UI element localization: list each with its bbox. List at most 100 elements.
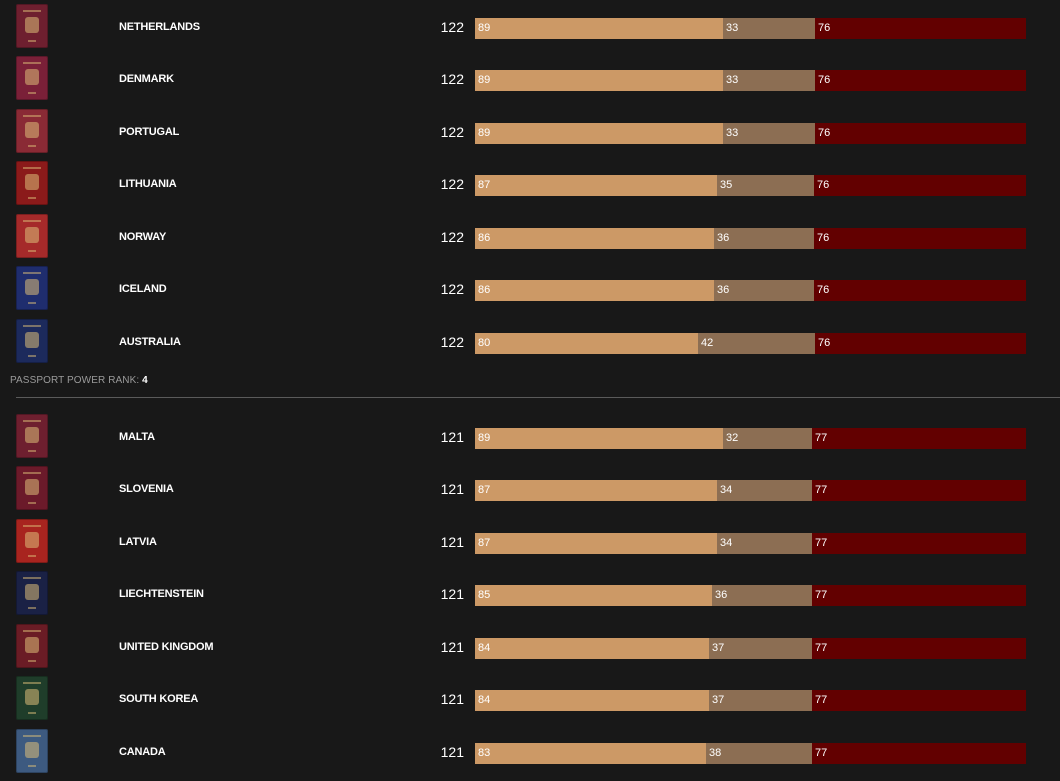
country-row[interactable]: SOUTH KOREA 121 84 37 77 [0, 676, 1060, 728]
country-name[interactable]: UNITED KINGDOM [119, 641, 214, 653]
visa-free-segment[interactable]: 89 [475, 428, 723, 449]
visa-on-arrival-segment[interactable]: 37 [709, 690, 812, 711]
visa-on-arrival-segment[interactable]: 34 [717, 480, 812, 501]
visa-required-segment[interactable]: 76 [815, 70, 1026, 91]
passport-chip-line [28, 555, 36, 557]
visa-free-segment[interactable]: 83 [475, 743, 706, 764]
visa-on-arrival-segment[interactable]: 42 [698, 333, 815, 354]
country-row[interactable]: NORWAY 122 86 36 76 [0, 214, 1060, 266]
country-row[interactable]: CANADA 121 83 38 77 [0, 729, 1060, 781]
visa-free-segment[interactable]: 87 [475, 480, 717, 501]
visa-free-segment[interactable]: 87 [475, 175, 717, 196]
visa-required-segment[interactable]: 76 [815, 18, 1026, 39]
visa-free-segment[interactable]: 86 [475, 280, 714, 301]
visa-on-arrival-segment[interactable]: 34 [717, 533, 812, 554]
visa-on-arrival-segment[interactable]: 36 [714, 280, 814, 301]
passport-cover-image[interactable] [16, 624, 48, 668]
country-row[interactable]: ICELAND 122 86 36 76 [0, 266, 1060, 318]
passport-cover-image[interactable] [16, 676, 48, 720]
visa-breakdown-bar[interactable]: 83 38 77 [475, 743, 1026, 764]
visa-breakdown-bar[interactable]: 87 35 76 [475, 175, 1026, 196]
visa-on-arrival-segment[interactable]: 36 [712, 585, 812, 606]
visa-required-segment[interactable]: 76 [815, 123, 1026, 144]
visa-breakdown-bar[interactable]: 89 32 77 [475, 428, 1026, 449]
visa-required-segment[interactable]: 77 [812, 428, 1026, 449]
country-name[interactable]: LIECHTENSTEIN [119, 588, 204, 600]
visa-breakdown-bar[interactable]: 80 42 76 [475, 333, 1026, 354]
passport-cover-image[interactable] [16, 161, 48, 205]
passport-cover-image[interactable] [16, 729, 48, 773]
visa-breakdown-bar[interactable]: 85 36 77 [475, 585, 1026, 606]
passport-cover-image[interactable] [16, 319, 48, 363]
visa-free-segment[interactable]: 84 [475, 638, 709, 659]
country-name[interactable]: NORWAY [119, 231, 167, 243]
country-row[interactable]: LIECHTENSTEIN 121 85 36 77 [0, 571, 1060, 623]
country-row[interactable]: NETHERLANDS 122 89 33 76 [0, 4, 1060, 56]
visa-required-segment[interactable]: 77 [812, 690, 1026, 711]
passport-cover-image[interactable] [16, 466, 48, 510]
country-row[interactable]: SLOVENIA 121 87 34 77 [0, 466, 1060, 518]
country-row[interactable]: LATVIA 121 87 34 77 [0, 519, 1060, 571]
visa-free-segment[interactable]: 84 [475, 690, 709, 711]
visa-free-segment[interactable]: 89 [475, 123, 723, 144]
visa-on-arrival-segment[interactable]: 33 [723, 70, 815, 91]
visa-free-segment[interactable]: 85 [475, 585, 712, 606]
country-name[interactable]: AUSTRALIA [119, 336, 181, 348]
country-name[interactable]: SOUTH KOREA [119, 693, 199, 705]
visa-on-arrival-segment[interactable]: 36 [714, 228, 814, 249]
visa-breakdown-bar[interactable]: 86 36 76 [475, 280, 1026, 301]
country-name[interactable]: LITHUANIA [119, 178, 177, 190]
visa-on-arrival-segment[interactable]: 38 [706, 743, 812, 764]
visa-breakdown-bar[interactable]: 84 37 77 [475, 690, 1026, 711]
country-row[interactable]: UNITED KINGDOM 121 84 37 77 [0, 624, 1060, 676]
passport-cover-image[interactable] [16, 571, 48, 615]
country-row[interactable]: AUSTRALIA 122 80 42 76 [0, 319, 1060, 371]
passport-cover-image[interactable] [16, 266, 48, 310]
country-row[interactable]: MALTA 121 89 32 77 [0, 414, 1060, 466]
visa-breakdown-bar[interactable]: 87 34 77 [475, 480, 1026, 501]
country-name[interactable]: LATVIA [119, 536, 157, 548]
country-name[interactable]: PORTUGAL [119, 126, 180, 138]
visa-on-arrival-segment[interactable]: 35 [717, 175, 814, 196]
visa-breakdown-bar[interactable]: 87 34 77 [475, 533, 1026, 554]
visa-on-arrival-segment[interactable]: 32 [723, 428, 812, 449]
visa-required-segment[interactable]: 77 [812, 743, 1026, 764]
visa-free-segment[interactable]: 80 [475, 333, 698, 354]
country-name[interactable]: MALTA [119, 431, 155, 443]
passport-cover-image[interactable] [16, 519, 48, 563]
country-name[interactable]: NETHERLANDS [119, 21, 200, 33]
country-row[interactable]: DENMARK 122 89 33 76 [0, 56, 1060, 108]
visa-breakdown-bar[interactable]: 84 37 77 [475, 638, 1026, 659]
visa-breakdown-bar[interactable]: 86 36 76 [475, 228, 1026, 249]
visa-free-segment[interactable]: 87 [475, 533, 717, 554]
passport-cover-image[interactable] [16, 4, 48, 48]
country-name[interactable]: DENMARK [119, 73, 174, 85]
visa-breakdown-bar[interactable]: 89 33 76 [475, 18, 1026, 39]
passport-cover-image[interactable] [16, 214, 48, 258]
visa-on-arrival-segment[interactable]: 33 [723, 18, 815, 39]
visa-required-segment[interactable]: 76 [815, 333, 1026, 354]
visa-breakdown-bar[interactable]: 89 33 76 [475, 70, 1026, 91]
visa-free-segment[interactable]: 86 [475, 228, 714, 249]
country-row[interactable]: LITHUANIA 122 87 35 76 [0, 161, 1060, 213]
visa-on-arrival-segment[interactable]: 33 [723, 123, 815, 144]
country-row[interactable]: PORTUGAL 122 89 33 76 [0, 109, 1060, 161]
passport-cover-image[interactable] [16, 109, 48, 153]
visa-required-segment[interactable]: 77 [812, 533, 1026, 554]
passport-cover-image[interactable] [16, 414, 48, 458]
visa-free-segment[interactable]: 89 [475, 18, 723, 39]
visa-required-segment[interactable]: 77 [812, 638, 1026, 659]
visa-required-segment[interactable]: 77 [812, 480, 1026, 501]
country-name[interactable]: SLOVENIA [119, 483, 174, 495]
visa-required-segment[interactable]: 76 [814, 228, 1026, 249]
passport-cover-image[interactable] [16, 56, 48, 100]
visa-breakdown-bar[interactable]: 89 33 76 [475, 123, 1026, 144]
country-name[interactable]: CANADA [119, 746, 166, 758]
passport-title-line [23, 325, 41, 327]
country-name[interactable]: ICELAND [119, 283, 167, 295]
visa-free-segment[interactable]: 89 [475, 70, 723, 91]
visa-required-segment[interactable]: 76 [814, 175, 1026, 196]
visa-on-arrival-segment[interactable]: 37 [709, 638, 812, 659]
visa-required-segment[interactable]: 76 [814, 280, 1026, 301]
visa-required-segment[interactable]: 77 [812, 585, 1026, 606]
